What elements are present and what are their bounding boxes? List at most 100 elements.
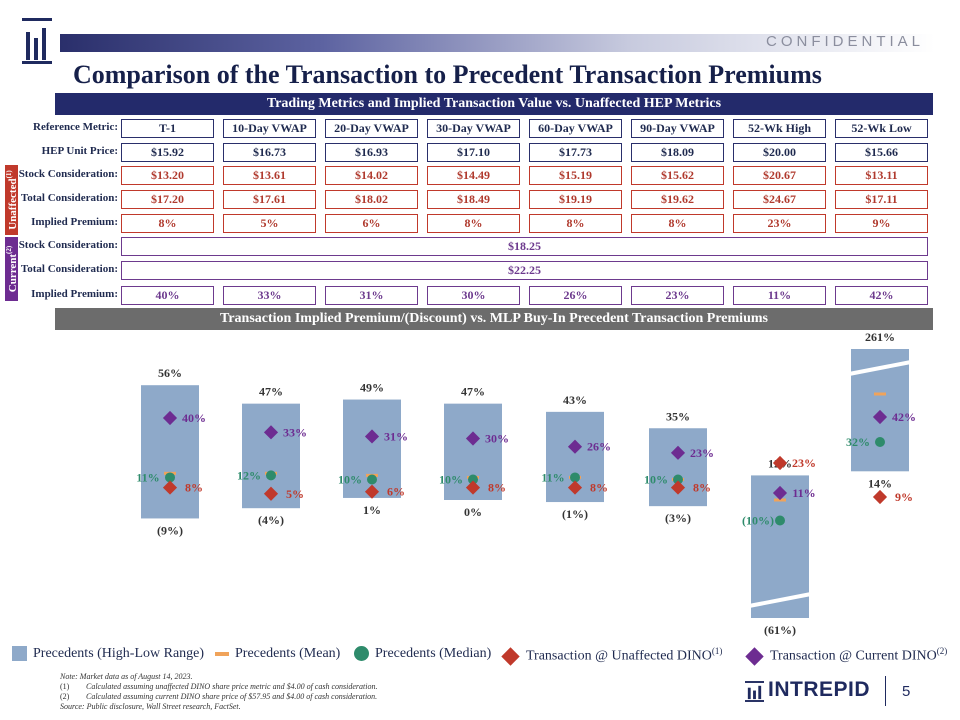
legend-unaffected: Transaction @ Unaffected DINO(1)	[501, 646, 722, 666]
current-marker	[465, 431, 481, 446]
cell-reference-metric: T-1	[121, 119, 214, 138]
cell-reference-metric: 30-Day VWAP	[427, 119, 520, 138]
high-label: 56%	[158, 366, 182, 380]
unaffected-label: 8%	[590, 481, 608, 495]
cell-unaffected-total: $19.62	[631, 190, 724, 209]
current-marker	[567, 439, 583, 454]
row-label-reference-metric: Reference Metric:	[33, 121, 118, 133]
range-bar	[444, 403, 502, 500]
cell-unit-price: $16.93	[325, 143, 418, 162]
cell-unaffected-total: $17.61	[223, 190, 316, 209]
cell-unaffected-stock: $20.67	[733, 166, 826, 185]
high-label: 35%	[666, 409, 690, 423]
unaffected-label: 6%	[387, 485, 405, 499]
page-number: 5	[902, 683, 911, 700]
cell-unaffected-premium: 8%	[631, 214, 724, 233]
median-label: 10%	[338, 473, 362, 487]
unaffected-label: 8%	[488, 481, 506, 495]
current-diamond-icon	[745, 647, 764, 666]
range-bar	[649, 428, 707, 507]
cell-unit-price: $17.10	[427, 143, 520, 162]
low-label: (1%)	[562, 507, 588, 521]
cell-current-premium: 33%	[223, 286, 316, 305]
row-label-unaffected-total: Total Consideration:	[20, 192, 118, 204]
unaffected-marker	[465, 480, 481, 495]
current-label: 11%	[792, 486, 815, 500]
high-label: 47%	[259, 385, 283, 399]
current-label: 23%	[690, 446, 714, 460]
cell-reference-metric: 52-Wk Low	[835, 119, 928, 138]
range-bar	[546, 411, 604, 503]
current-marker	[364, 429, 380, 444]
row-label-unit-price: HEP Unit Price:	[41, 145, 118, 157]
cell-current-premium: 31%	[325, 286, 418, 305]
unaffected-marker	[263, 486, 279, 501]
unaffected-label: 8%	[185, 481, 203, 495]
cell-current-premium: 42%	[835, 286, 928, 305]
confidential-label: CONFIDENTIAL	[765, 33, 924, 50]
cell-unaffected-stock: $15.62	[631, 166, 724, 185]
footnote-1: (1) Calculated assuming unaffected DINO s…	[60, 682, 378, 691]
row-label-unaffected-premium: Implied Premium:	[31, 216, 118, 228]
range-bar	[141, 385, 199, 519]
median-label: 12%	[237, 468, 261, 482]
cell-current-premium: 40%	[121, 286, 214, 305]
median-label: 11%	[541, 470, 564, 484]
current-marker	[162, 410, 178, 426]
range-bar	[751, 475, 809, 618]
table-section-title: Trading Metrics and Implied Transaction …	[55, 93, 933, 115]
cell-unit-price: $15.92	[121, 143, 214, 162]
cell-unaffected-premium: 5%	[223, 214, 316, 233]
cell-unit-price: $17.73	[529, 143, 622, 162]
cell-unaffected-total: $18.49	[427, 190, 520, 209]
brand-name: INTREPID	[768, 678, 871, 701]
current-label: 31%	[384, 429, 408, 443]
cell-current-premium: 23%	[631, 286, 724, 305]
low-label: 1%	[363, 503, 381, 517]
median-marker	[468, 474, 478, 485]
header-gradient-bar	[60, 34, 935, 52]
legend-median: Precedents (Median)	[354, 646, 491, 662]
low-label: (61%)	[764, 623, 796, 637]
cell-current-stock: $18.25	[121, 237, 928, 256]
low-label: (9%)	[157, 523, 183, 537]
row-label-current-stock: Stock Consideration:	[18, 239, 118, 251]
cell-unit-price: $20.00	[733, 143, 826, 162]
cell-unaffected-stock: $14.02	[325, 166, 418, 185]
median-label: 11%	[136, 470, 159, 484]
note-source: Source: Public disclosure, Wall Street r…	[60, 702, 241, 711]
range-bar	[343, 399, 401, 498]
median-label: 10%	[644, 473, 668, 487]
cell-unaffected-premium: 6%	[325, 214, 418, 233]
range-bar	[242, 403, 300, 509]
cell-unaffected-stock: $15.19	[529, 166, 622, 185]
cell-reference-metric: 10-Day VWAP	[223, 119, 316, 138]
page-title: Comparison of the Transaction to Precede…	[73, 60, 822, 89]
cell-unaffected-premium: 8%	[121, 214, 214, 233]
row-label-current-total: Total Consideration:	[20, 263, 118, 275]
current-marker	[872, 409, 888, 425]
current-marker	[263, 425, 279, 440]
footnotes: Note: Market data as of August 14, 2023.…	[60, 672, 377, 712]
current-label: 30%	[485, 432, 509, 446]
cell-unaffected-total: $17.20	[121, 190, 214, 209]
cell-unaffected-premium: 8%	[427, 214, 520, 233]
footnote-2: (2) Calculated assuming current DINO shar…	[60, 692, 378, 701]
unaffected-side-tag: Unaffected(1)	[5, 165, 18, 235]
cell-unaffected-total: $18.02	[325, 190, 418, 209]
current-marker	[670, 445, 686, 460]
cell-current-premium: 30%	[427, 286, 520, 305]
median-dot-icon	[354, 646, 369, 662]
high-label: 47%	[461, 385, 485, 399]
cell-unaffected-premium: 8%	[529, 214, 622, 233]
cell-unaffected-stock: $13.20	[121, 166, 214, 185]
range-swatch-icon	[12, 646, 27, 662]
unaffected-marker	[162, 480, 178, 495]
cell-unaffected-stock: $14.49	[427, 166, 520, 185]
cell-unaffected-premium: 23%	[733, 214, 826, 233]
median-marker	[570, 472, 580, 483]
cell-unit-price: $16.73	[223, 143, 316, 162]
high-label: 12%	[768, 456, 792, 470]
cell-reference-metric: 20-Day VWAP	[325, 119, 418, 138]
axis-break-mark	[848, 360, 912, 376]
